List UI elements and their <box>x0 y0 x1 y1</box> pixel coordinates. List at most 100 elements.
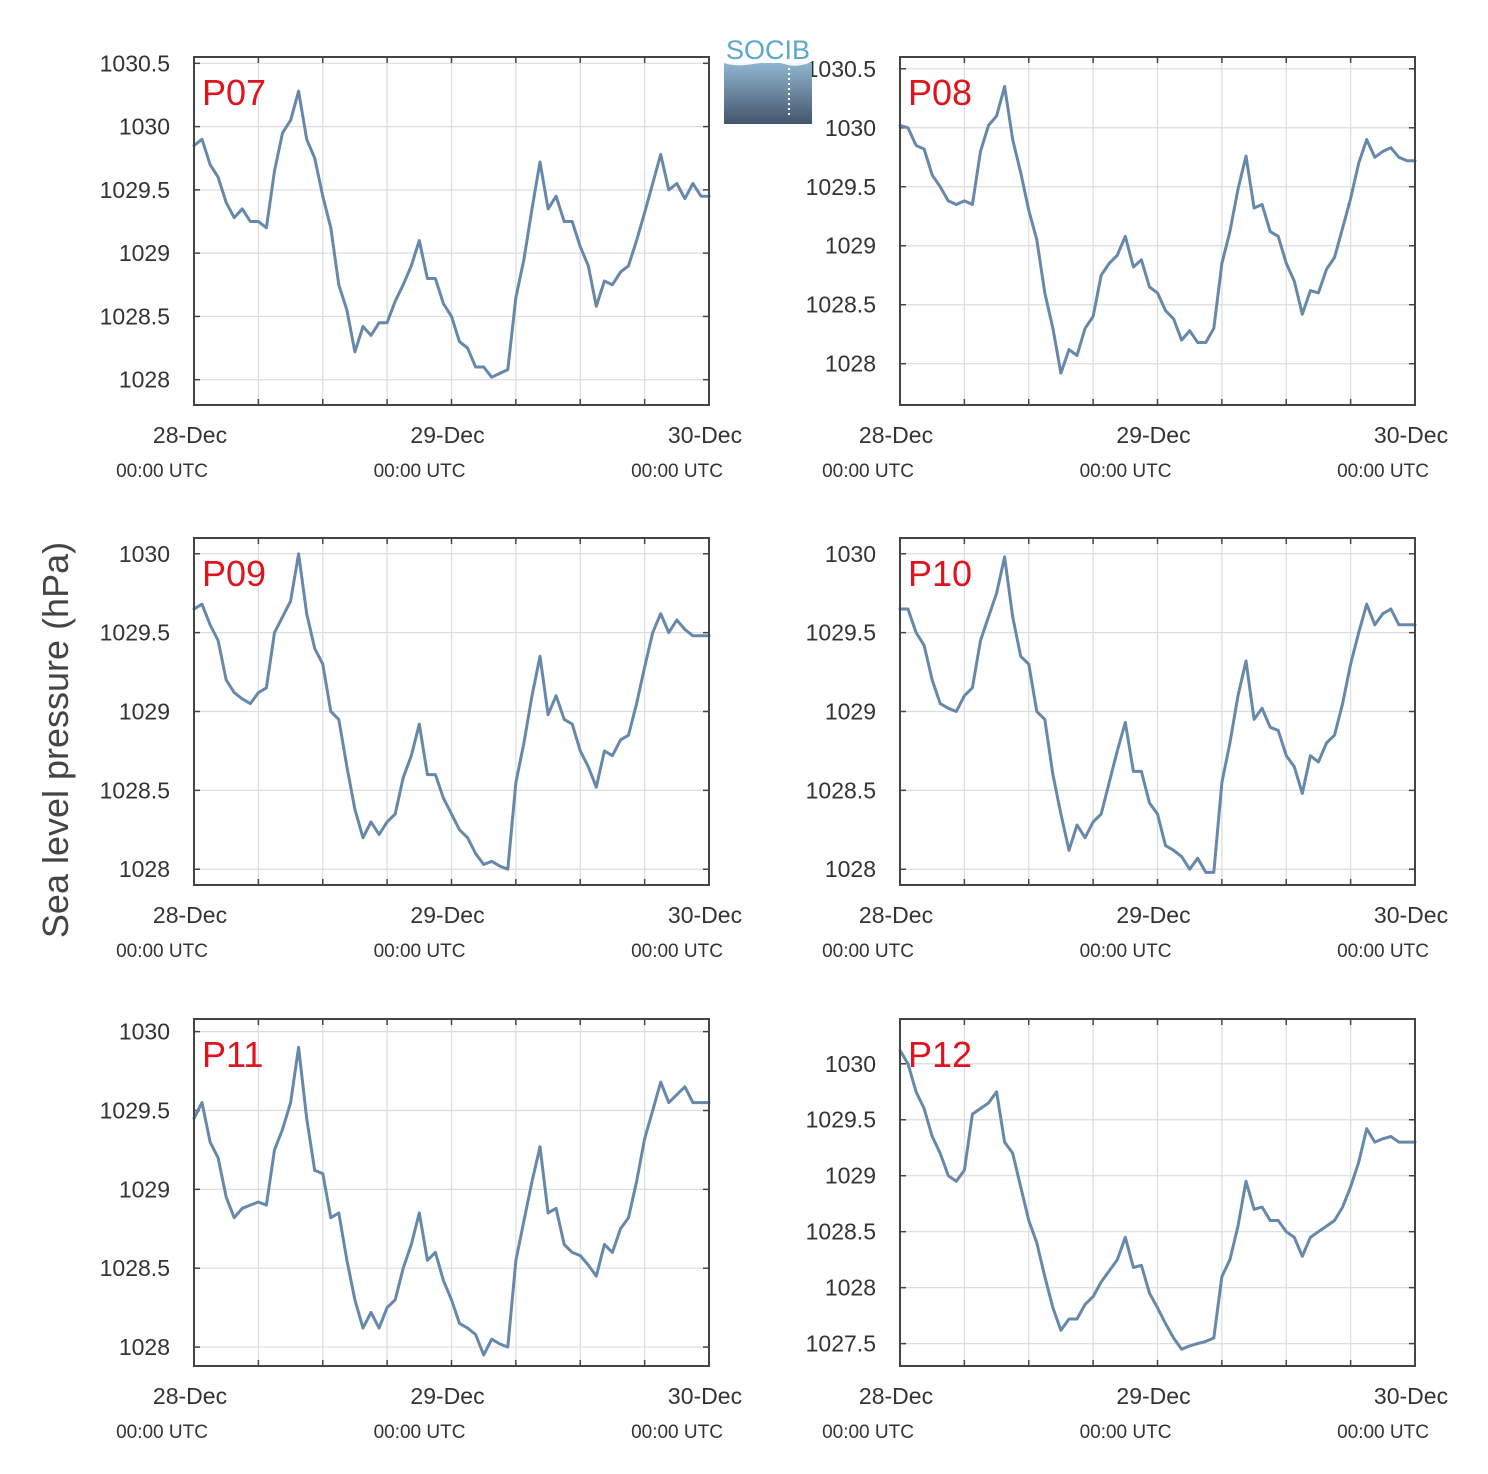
panel-title: P10 <box>908 553 972 594</box>
x-tick-sublabel: 00:00 UTC <box>1080 941 1172 962</box>
pressure-series-line <box>898 1048 1417 1351</box>
chart-panel-p09: 1028 1028.5 1029 1029.5 1030 28-Dec 00:00 UTC 2… <box>100 537 742 962</box>
y-tick-label: 1030 <box>119 114 170 140</box>
y-tick-label: 1028 <box>825 1275 876 1301</box>
x-tick-sublabel: 00:00 UTC <box>1337 461 1429 482</box>
y-tick-label: 1028 <box>825 351 876 377</box>
chart-panel-p07: 1028 1028.5 1029 1029.5 1030 1030.5 28-Dec 00:0… <box>100 50 742 482</box>
y-tick-label: 1029.5 <box>100 177 170 203</box>
chart-panel-p08: 1028 1028.5 1029 1029.5 1030 1030.5 28-Dec 00:0… <box>806 56 1448 482</box>
y-tick-label: 1028.5 <box>100 303 170 329</box>
x-tick-sublabel: 00:00 UTC <box>1080 1422 1172 1443</box>
y-tick-label: 1028 <box>119 1334 170 1360</box>
y-tick-label: 1029.5 <box>100 1097 170 1123</box>
x-tick-label: 28-Dec <box>153 422 227 448</box>
socib-logo: SOCIB <box>724 35 812 124</box>
y-tick-label: 1030 <box>825 1051 876 1077</box>
x-tick-label: 30-Dec <box>1374 902 1448 928</box>
panel-title: P12 <box>908 1034 972 1075</box>
pressure-series-line <box>192 552 711 871</box>
pressure-series-line <box>192 1045 711 1357</box>
y-tick-label: 1029 <box>825 699 876 725</box>
y-tick-label: 1027.5 <box>806 1331 876 1357</box>
panel-title: P08 <box>908 72 972 113</box>
y-tick-label: 1028.5 <box>806 1219 876 1245</box>
plot-frame <box>899 1018 1416 1367</box>
x-tick-sublabel: 00:00 UTC <box>374 941 466 962</box>
x-tick-label: 28-Dec <box>859 422 933 448</box>
x-tick-label: 28-Dec <box>859 902 933 928</box>
x-tick-sublabel: 00:00 UTC <box>116 941 208 962</box>
x-tick-sublabel: 00:00 UTC <box>822 1422 914 1443</box>
panel-title: P11 <box>202 1034 263 1075</box>
x-tick-label: 29-Dec <box>410 1383 484 1409</box>
y-tick-label: 1030 <box>119 541 170 567</box>
x-tick-label: 28-Dec <box>153 1383 227 1409</box>
x-tick-label: 29-Dec <box>410 422 484 448</box>
chart-panel-p12: 1027.5 1028 1028.5 1029 1029.5 1030 28-Dec 00:0… <box>806 1018 1448 1443</box>
y-tick-label: 1029 <box>119 240 170 266</box>
x-tick-label: 30-Dec <box>1374 1383 1448 1409</box>
panel-title: P09 <box>202 553 266 594</box>
y-tick-label: 1029 <box>119 1176 170 1202</box>
x-tick-label: 30-Dec <box>668 422 742 448</box>
x-tick-sublabel: 00:00 UTC <box>631 1422 723 1443</box>
logo-wave-crest <box>724 58 812 66</box>
x-tick-sublabel: 00:00 UTC <box>374 1422 466 1443</box>
x-tick-label: 29-Dec <box>410 902 484 928</box>
pressure-series-line <box>898 555 1417 874</box>
x-tick-label: 30-Dec <box>668 1383 742 1409</box>
y-tick-label: 1029.5 <box>100 620 170 646</box>
x-tick-sublabel: 00:00 UTC <box>631 941 723 962</box>
logo-wave-block <box>724 63 812 124</box>
x-tick-sublabel: 00:00 UTC <box>1337 1422 1429 1443</box>
x-tick-sublabel: 00:00 UTC <box>116 1422 208 1443</box>
y-tick-label: 1029.5 <box>806 1107 876 1133</box>
x-tick-label: 30-Dec <box>1374 422 1448 448</box>
y-axis-label: Sea level pressure (hPa) <box>35 542 76 938</box>
logo-text: SOCIB <box>726 35 810 65</box>
x-tick-label: 29-Dec <box>1116 422 1190 448</box>
y-tick-label: 1029 <box>825 233 876 259</box>
x-tick-sublabel: 00:00 UTC <box>822 941 914 962</box>
plot-frame <box>193 56 710 406</box>
chart-panel-p10: 1028 1028.5 1029 1029.5 1030 28-Dec 00:00 UTC 2… <box>806 537 1448 962</box>
x-tick-sublabel: 00:00 UTC <box>1337 941 1429 962</box>
plot-frame <box>193 1018 710 1367</box>
y-tick-label: 1028.5 <box>100 777 170 803</box>
plot-frame <box>193 537 710 886</box>
plot-frame <box>899 56 1416 406</box>
x-tick-sublabel: 00:00 UTC <box>374 461 466 482</box>
chart-panels: 1028 1028.5 1029 1029.5 1030 1030.5 28-Dec 00:0… <box>100 50 1448 1443</box>
y-tick-label: 1028 <box>119 367 170 393</box>
x-tick-label: 28-Dec <box>859 1383 933 1409</box>
y-tick-label: 1028 <box>825 856 876 882</box>
y-tick-label: 1029 <box>119 699 170 725</box>
y-tick-label: 1028.5 <box>806 292 876 318</box>
y-tick-label: 1030 <box>825 541 876 567</box>
x-tick-label: 30-Dec <box>668 902 742 928</box>
y-tick-label: 1029.5 <box>806 174 876 200</box>
y-tick-label: 1029.5 <box>806 620 876 646</box>
panel-title: P07 <box>202 72 266 113</box>
x-tick-sublabel: 00:00 UTC <box>631 461 723 482</box>
chart-panel-p11: 1028 1028.5 1029 1029.5 1030 28-Dec 00:00 UTC 2… <box>100 1018 742 1443</box>
y-tick-label: 1030.5 <box>806 56 876 82</box>
pressure-series-line <box>192 89 711 379</box>
plot-frame <box>899 537 1416 886</box>
x-tick-label: 29-Dec <box>1116 1383 1190 1409</box>
x-tick-label: 29-Dec <box>1116 902 1190 928</box>
x-tick-sublabel: 00:00 UTC <box>1080 461 1172 482</box>
x-tick-label: 28-Dec <box>153 902 227 928</box>
y-tick-label: 1028.5 <box>806 777 876 803</box>
y-tick-label: 1030 <box>825 115 876 141</box>
y-tick-label: 1029 <box>825 1163 876 1189</box>
y-tick-label: 1030 <box>119 1019 170 1045</box>
y-tick-label: 1028 <box>119 856 170 882</box>
y-tick-label: 1028.5 <box>100 1255 170 1281</box>
x-tick-sublabel: 00:00 UTC <box>116 461 208 482</box>
x-tick-sublabel: 00:00 UTC <box>822 461 914 482</box>
y-tick-label: 1030.5 <box>100 50 170 76</box>
pressure-series-line <box>898 85 1417 375</box>
